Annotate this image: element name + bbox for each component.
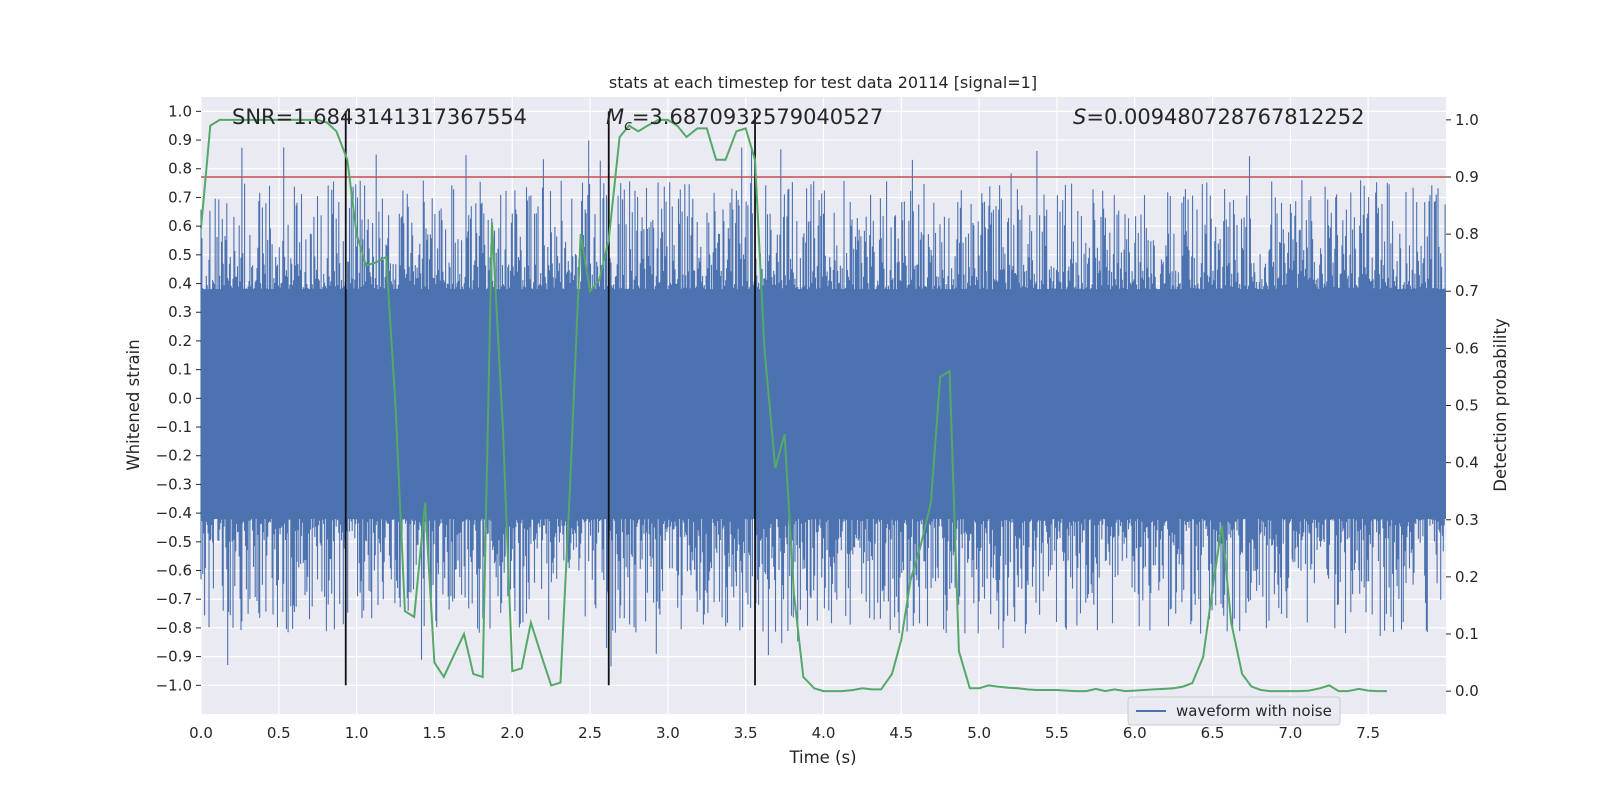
- y-tick-label: 0.0: [168, 389, 192, 407]
- x-tick-label: 6.0: [1123, 724, 1147, 742]
- waveform-with-noise-series: [200, 140, 1446, 667]
- y2-tick-label: 0.5: [1455, 397, 1479, 415]
- y2-tick-labels: 1.0 0.9 0.8 0.7 0.6 0.5 0.4 0.3 0.2 0.1 0.0: [1446, 111, 1479, 700]
- x-tick-label: 0.5: [267, 724, 291, 742]
- y-tick-label: 0.3: [168, 303, 192, 321]
- x-tick-labels: 0.0 0.5 1.0 1.5 2.0 2.5 3.0 3.5 4.0 4.5 5.0 5.5 6.0 6…: [189, 724, 1380, 742]
- x-tick-label: 2.0: [500, 724, 524, 742]
- legend-label-waveform: waveform with noise: [1176, 702, 1332, 720]
- y-tick-label: 0.8: [168, 160, 192, 178]
- y2-tick-label: 0.1: [1455, 625, 1479, 643]
- y-tick-label: −0.8: [156, 619, 192, 637]
- x-tick-label: 4.0: [812, 724, 836, 742]
- y-tick-label: 0.1: [168, 361, 192, 379]
- overlay-lines: [201, 111, 1446, 686]
- waveform-spikes: [200, 140, 1446, 667]
- x-tick-label: 1.5: [423, 724, 447, 742]
- y-tick-label: 0.4: [168, 275, 192, 293]
- legend: waveform with noise: [1127, 696, 1341, 726]
- x-tick-label: 3.5: [734, 724, 758, 742]
- y-tick-label: 1.0: [168, 102, 192, 120]
- s-value: =0.009480728767812252: [1086, 105, 1364, 129]
- s-annotation: S=0.009480728767812252: [1073, 105, 1364, 129]
- y2-tick-label: 0.8: [1455, 225, 1479, 243]
- y-tick-label: −0.4: [156, 504, 192, 522]
- x-tick-label: 7.0: [1278, 724, 1302, 742]
- chirp-mass-value: =3.6870932579040527: [632, 105, 883, 129]
- y-tick-label: 0.5: [168, 246, 192, 264]
- y-tick-label: −0.3: [156, 475, 192, 493]
- x-tick-label: 2.5: [578, 724, 602, 742]
- s-symbol: S: [1073, 105, 1086, 129]
- y-tick-label: −1.0: [156, 676, 192, 694]
- y2-tick-label: 0.3: [1455, 511, 1479, 529]
- x-tick-label: 7.5: [1356, 724, 1380, 742]
- y2-tick-label: 0.9: [1455, 168, 1479, 186]
- x-axis-label: Time (s): [788, 748, 856, 767]
- y-tick-label: 0.7: [168, 188, 192, 206]
- y-axis-label: Whitened strain: [124, 339, 143, 470]
- x-tick-label: 5.5: [1045, 724, 1069, 742]
- y2-tick-label: 0.6: [1455, 339, 1479, 357]
- snr-annotation: SNR=1.6843141317367554: [232, 105, 527, 129]
- x-tick-label: 0.0: [189, 724, 213, 742]
- y2-axis-label: Detection probability: [1491, 318, 1510, 492]
- y2-tick-label: 0.0: [1455, 682, 1479, 700]
- y2-tick-label: 0.7: [1455, 282, 1479, 300]
- x-tick-label: 6.5: [1201, 724, 1225, 742]
- chirp-mass-symbol: M: [606, 105, 624, 129]
- y-tick-label: −0.7: [156, 590, 192, 608]
- y-tick-label: −0.9: [156, 648, 192, 666]
- y-tick-label: −0.2: [156, 447, 192, 465]
- y-tick-label: 0.2: [168, 332, 192, 350]
- chirp-mass-annotation: Mc=3.6870932579040527: [606, 105, 883, 134]
- y-tick-labels: 1.0 0.9 0.8 0.7 0.6 0.5 0.4 0.3 0.2 0.1 0.0 −0.1 −0.…: [156, 102, 201, 694]
- y2-tick-label: 0.2: [1455, 568, 1479, 586]
- probability-line: [200, 118, 1387, 693]
- y-tick-label: −0.6: [156, 562, 192, 580]
- y-tick-label: −0.5: [156, 533, 192, 551]
- x-tick-label: 4.5: [889, 724, 913, 742]
- chirp-mass-subscript: c: [624, 118, 632, 134]
- x-tick-label: 1.0: [345, 724, 369, 742]
- detection-probability-series: [200, 118, 1387, 693]
- chart-title: stats at each timestep for test data 201…: [609, 73, 1037, 92]
- y-tick-label: −0.1: [156, 418, 192, 436]
- x-tick-label: 3.0: [656, 724, 680, 742]
- y2-tick-label: 0.4: [1455, 454, 1479, 472]
- legend-box: [1127, 696, 1341, 726]
- x-tick-label: 5.0: [967, 724, 991, 742]
- y-tick-label: 0.9: [168, 131, 192, 149]
- y2-tick-label: 1.0: [1455, 111, 1479, 129]
- y-tick-label: 0.6: [168, 217, 192, 235]
